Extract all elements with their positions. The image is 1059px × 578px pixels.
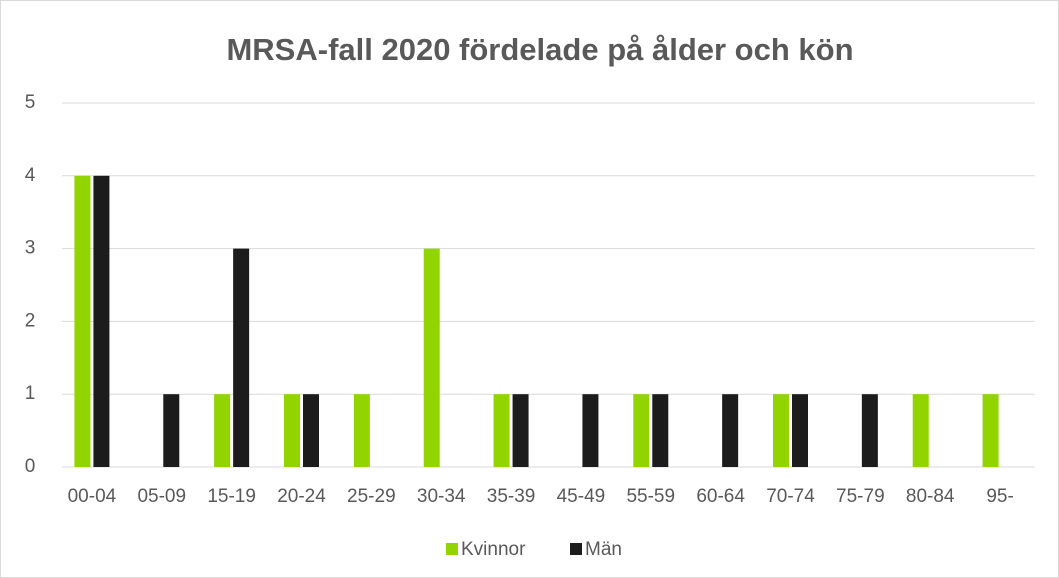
x-tick-label: 25-29 — [347, 486, 396, 507]
y-tick-label: 2 — [25, 310, 36, 331]
bar — [303, 394, 319, 467]
bar — [792, 394, 808, 467]
bar — [982, 394, 999, 467]
x-tick-label: 45-49 — [557, 486, 606, 507]
x-tick-label: 80-84 — [906, 486, 955, 507]
y-tick-label: 0 — [25, 456, 36, 477]
chart-title: MRSA-fall 2020 fördelade på ålder och kö… — [226, 32, 853, 67]
bar — [233, 248, 250, 467]
bar — [93, 175, 110, 468]
y-tick-label: 4 — [25, 165, 36, 186]
x-tick-label: 20-24 — [277, 486, 326, 507]
y-tick-label: 3 — [25, 238, 36, 259]
x-tick-label: 00-04 — [68, 486, 117, 507]
bar — [163, 394, 180, 467]
x-tick-label: 15-19 — [207, 486, 256, 507]
x-tick-label: 55-59 — [626, 486, 675, 507]
x-tick-label: 70-74 — [766, 486, 815, 507]
bar — [582, 394, 599, 467]
legend-swatch — [446, 543, 458, 555]
bar — [912, 394, 929, 467]
x-tick-label: 95- — [986, 486, 1013, 507]
x-tick-label: 05-09 — [137, 486, 186, 507]
bar — [722, 394, 739, 467]
x-tick-label: 75-79 — [836, 486, 885, 507]
x-tick-label: 60-64 — [696, 486, 745, 507]
bar — [861, 394, 878, 467]
legend-label: Kvinnor — [461, 539, 526, 560]
y-tick-label: 5 — [25, 92, 36, 113]
bar — [74, 175, 91, 468]
bar — [493, 394, 510, 467]
x-tick-label: 30-34 — [417, 486, 466, 507]
bar — [353, 394, 370, 467]
bar — [773, 394, 789, 467]
bar — [214, 394, 231, 467]
bar — [284, 394, 300, 467]
bar — [512, 394, 529, 467]
bar — [652, 394, 669, 467]
legend-swatch — [570, 543, 582, 555]
bar — [423, 248, 440, 467]
bar — [633, 394, 650, 467]
y-tick-label: 1 — [25, 383, 36, 404]
x-tick-label: 35-39 — [487, 486, 536, 507]
legend-label: Män — [585, 539, 622, 560]
